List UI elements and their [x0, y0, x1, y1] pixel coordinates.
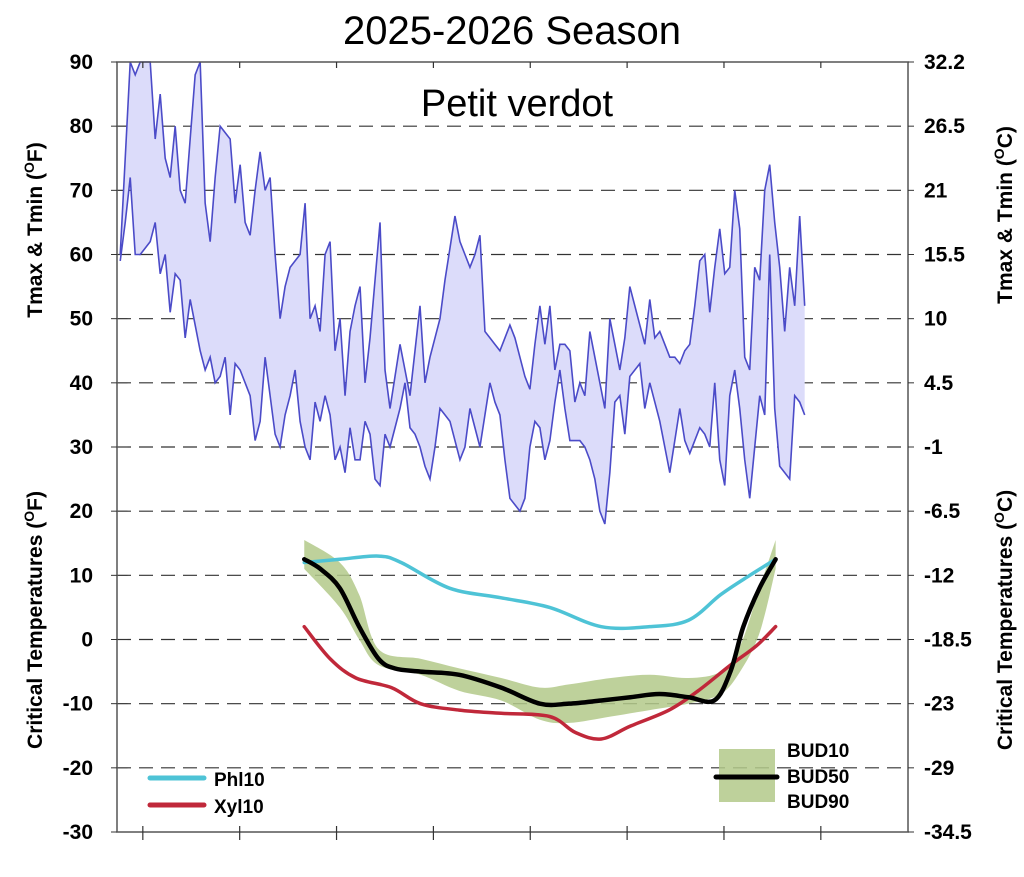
y-tick-label-left: 40 — [70, 372, 93, 395]
ylabel-left-top: Tmax & Tmin (OF) — [21, 142, 47, 317]
y-tick-label-left: 0 — [81, 629, 93, 652]
y-tick-label-right: -12 — [924, 564, 954, 587]
y-tick-label-left: -30 — [63, 821, 93, 844]
series-xyl10 — [302, 624, 778, 741]
series-phl10 — [302, 554, 778, 631]
y-tick-label-left: -20 — [63, 757, 93, 780]
series-bud50 — [302, 557, 778, 708]
bud10-bud90-band — [304, 540, 776, 724]
y-tick-label-right: 10 — [924, 308, 947, 331]
y-tick-label-right: -18.5 — [924, 629, 972, 652]
chart-subtitle: Petit verdot — [421, 83, 614, 125]
y-tick-label-right: 4.5 — [924, 372, 954, 395]
ylabel-left-bottom: Critical Temperatures (OF) — [21, 491, 47, 749]
chart-title: 2025-2026 Season — [343, 9, 681, 53]
y-tick-label-right: -34.5 — [924, 821, 972, 844]
y-tick-label-right: 32.2 — [924, 51, 965, 74]
y-tick-label-left: 70 — [70, 179, 93, 202]
tmin-line — [119, 177, 806, 525]
y-tick-label-right: -23 — [924, 693, 954, 716]
y-tick-label-right: 15.5 — [924, 244, 965, 267]
tmax-line — [119, 61, 806, 409]
legend-left: Phl10 Xyl10 — [147, 770, 265, 818]
y-tick-label-right: 21 — [924, 179, 948, 202]
temperature-layer — [119, 61, 806, 525]
ylabel-right-top: Tmax & Tmin (OC) — [991, 126, 1017, 304]
y-tick-label-right: 26.5 — [924, 115, 965, 138]
legend-label-xyl10: Xyl10 — [214, 797, 264, 818]
y-tick-label-left: 50 — [70, 308, 93, 331]
ylabel-right-bottom: Critical Temperatures (OC) — [991, 490, 1017, 750]
temperature-range-fill — [120, 62, 805, 524]
legend-label-bud90: BUD90 — [787, 792, 849, 813]
critical-layer — [302, 540, 778, 741]
legend-right: BUD10 BUD50 BUD90 — [713, 741, 849, 813]
legend-label-bud10: BUD10 — [787, 741, 849, 762]
y-tick-label-right: -6.5 — [924, 500, 961, 523]
y-tick-label-left: 10 — [70, 564, 93, 587]
y-tick-label-left: 20 — [70, 500, 93, 523]
y-tick-label-right: -1 — [924, 436, 943, 459]
y-tick-label-left: 30 — [70, 436, 93, 459]
y-tick-label-left: -10 — [63, 693, 93, 716]
legend-label-bud50: BUD50 — [787, 767, 849, 788]
y-ticks-right: 32.2 26.5 21 15.5 10 4.5 -1 -6.5 -12 -18.5 -23 -29 -… — [908, 51, 972, 844]
y-tick-label-left: 80 — [70, 115, 93, 138]
y-tick-label-left: 60 — [70, 244, 93, 267]
y-tick-label-left: 90 — [70, 51, 93, 74]
y-tick-label-right: -29 — [924, 757, 954, 780]
y-ticks-left: 90 80 70 60 50 40 30 20 10 0 -10 -20 -30 — [63, 51, 117, 844]
legend-label-phl10: Phl10 — [214, 770, 265, 791]
x-ticks — [142, 62, 822, 840]
